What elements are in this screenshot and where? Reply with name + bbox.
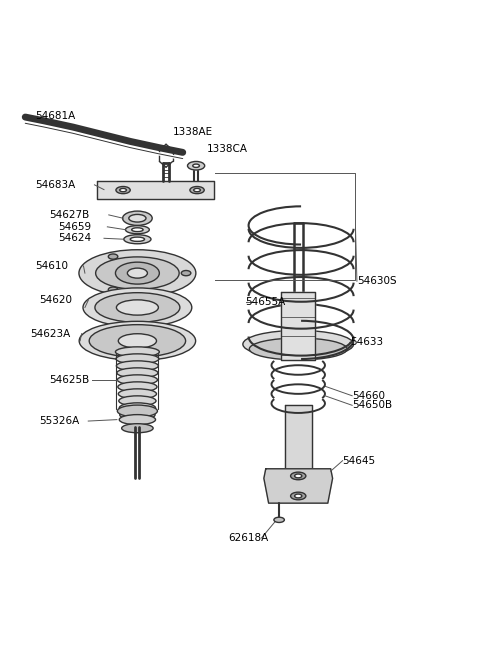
- Polygon shape: [281, 292, 315, 360]
- Text: 54645: 54645: [343, 456, 376, 466]
- Text: 55326A: 55326A: [39, 416, 80, 426]
- Text: 1338CA: 1338CA: [206, 144, 248, 154]
- Ellipse shape: [95, 293, 180, 322]
- Ellipse shape: [116, 300, 158, 315]
- Ellipse shape: [116, 361, 158, 371]
- Polygon shape: [97, 181, 214, 199]
- Ellipse shape: [290, 492, 306, 500]
- Ellipse shape: [132, 228, 143, 232]
- Text: 54610: 54610: [35, 261, 68, 271]
- Ellipse shape: [120, 410, 155, 420]
- Text: 54623A: 54623A: [30, 329, 70, 338]
- Text: 54625B: 54625B: [49, 375, 89, 386]
- Ellipse shape: [127, 268, 147, 278]
- Polygon shape: [264, 469, 333, 503]
- Text: 54633: 54633: [350, 337, 383, 347]
- Text: 62618A: 62618A: [228, 533, 268, 543]
- Text: 1338AE: 1338AE: [173, 127, 213, 137]
- Ellipse shape: [193, 164, 199, 167]
- Ellipse shape: [120, 188, 126, 192]
- Text: 54630S: 54630S: [357, 276, 396, 286]
- Text: 54681A: 54681A: [35, 111, 75, 121]
- Text: 54620: 54620: [39, 295, 72, 305]
- Ellipse shape: [243, 331, 354, 358]
- Ellipse shape: [79, 250, 196, 297]
- Ellipse shape: [290, 472, 306, 480]
- Ellipse shape: [117, 405, 157, 417]
- Text: 54650B: 54650B: [352, 400, 392, 410]
- Ellipse shape: [121, 424, 153, 433]
- Ellipse shape: [295, 494, 302, 498]
- Ellipse shape: [83, 288, 192, 327]
- Ellipse shape: [194, 188, 200, 192]
- Ellipse shape: [117, 375, 157, 385]
- Ellipse shape: [122, 211, 152, 226]
- Text: 54627B: 54627B: [49, 210, 89, 220]
- Ellipse shape: [116, 262, 159, 284]
- Ellipse shape: [119, 396, 156, 406]
- Ellipse shape: [119, 403, 156, 413]
- Ellipse shape: [108, 254, 118, 259]
- Text: 54683A: 54683A: [35, 180, 75, 190]
- Ellipse shape: [118, 389, 156, 399]
- Text: 54659: 54659: [59, 222, 92, 232]
- Ellipse shape: [129, 215, 146, 222]
- Ellipse shape: [124, 235, 151, 244]
- Text: 54624: 54624: [59, 234, 92, 243]
- Ellipse shape: [125, 226, 149, 234]
- Ellipse shape: [119, 415, 156, 424]
- Text: 54660: 54660: [352, 391, 385, 401]
- Ellipse shape: [79, 321, 196, 360]
- Ellipse shape: [116, 186, 130, 194]
- Ellipse shape: [188, 161, 204, 170]
- Ellipse shape: [118, 382, 157, 392]
- Ellipse shape: [130, 237, 144, 241]
- Ellipse shape: [96, 257, 179, 289]
- Text: 54655A: 54655A: [245, 297, 285, 307]
- Ellipse shape: [190, 186, 204, 194]
- Ellipse shape: [249, 338, 347, 360]
- Ellipse shape: [274, 517, 284, 522]
- Ellipse shape: [89, 325, 186, 357]
- Ellipse shape: [295, 474, 302, 478]
- Ellipse shape: [108, 287, 118, 293]
- Polygon shape: [285, 405, 312, 469]
- Ellipse shape: [118, 334, 156, 348]
- Ellipse shape: [116, 347, 159, 357]
- Ellipse shape: [181, 270, 191, 276]
- Ellipse shape: [116, 354, 159, 364]
- Ellipse shape: [117, 368, 158, 378]
